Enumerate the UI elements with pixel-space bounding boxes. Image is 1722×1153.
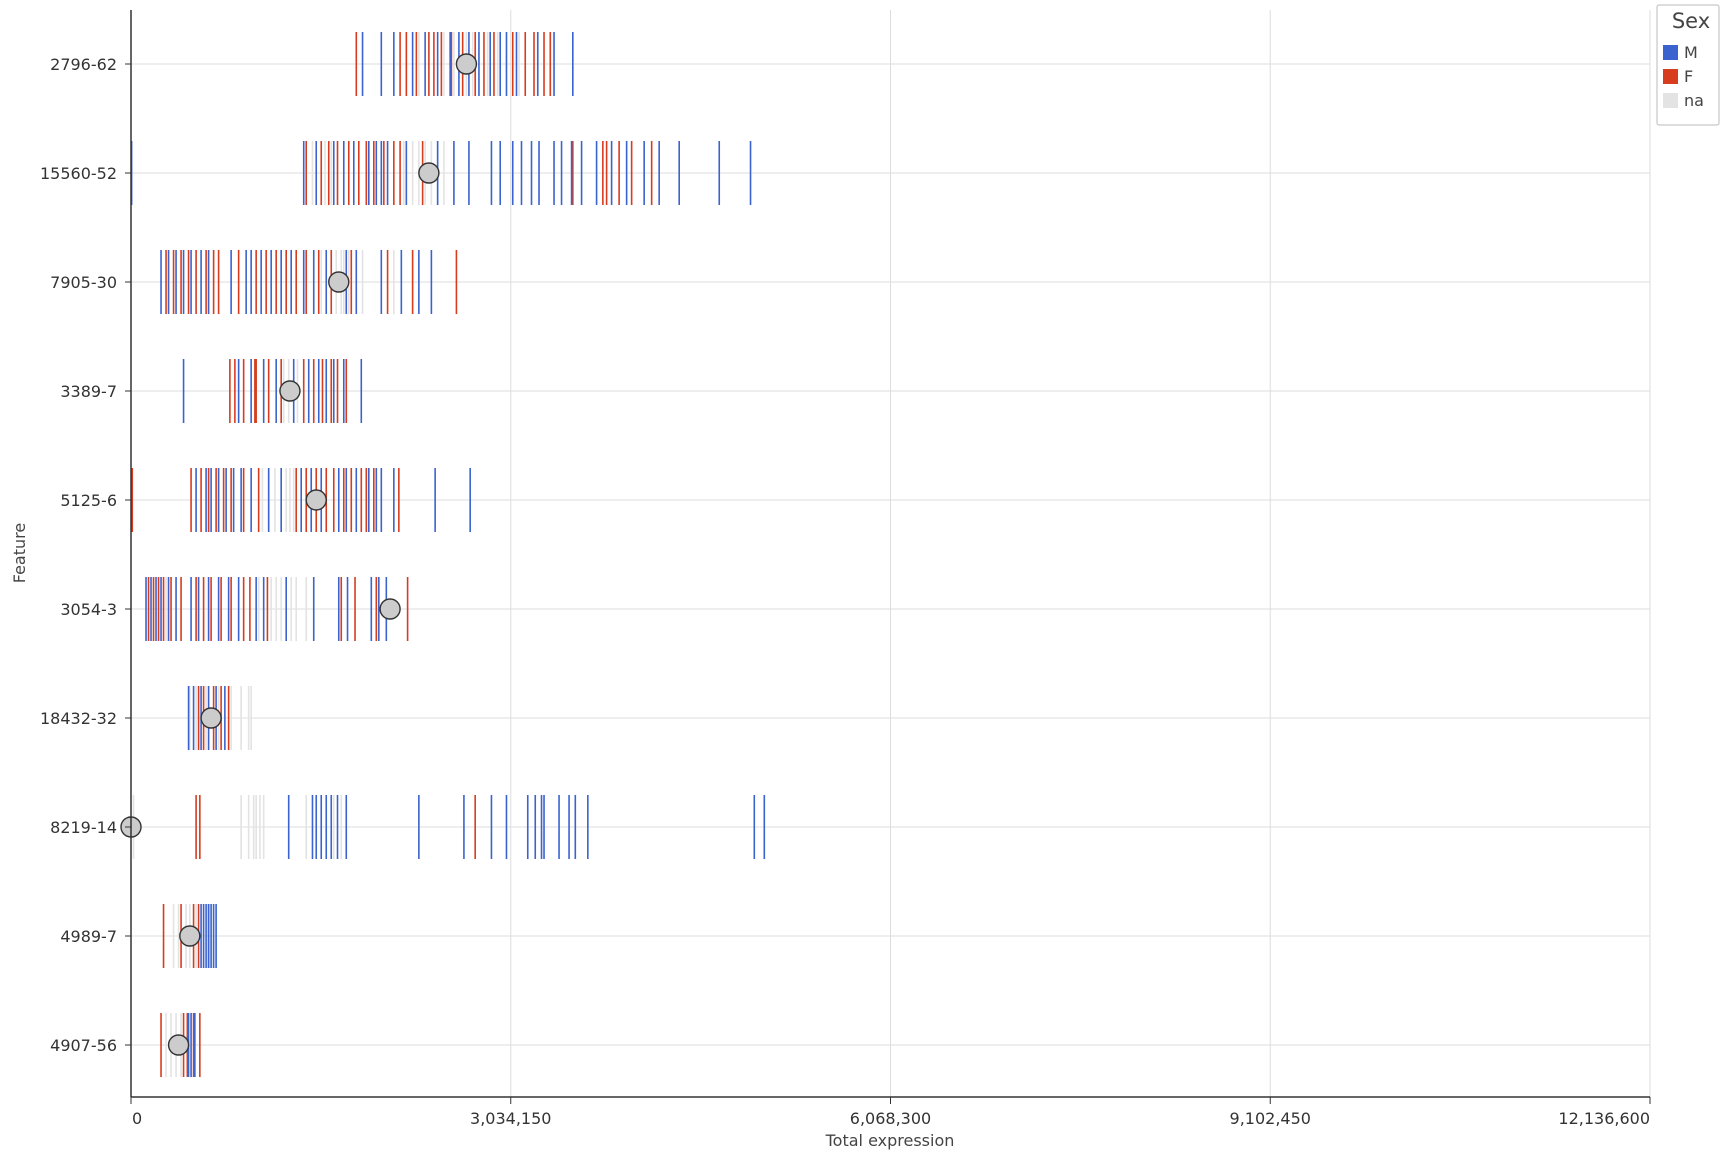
y-tick-label: 4989-7 <box>60 927 117 946</box>
feature-row-4907-56 <box>160 1013 201 1077</box>
mean-marker <box>167 1034 190 1056</box>
y-tick-label: 5125-6 <box>60 491 117 510</box>
mean-marker <box>455 53 478 75</box>
x-tick-label: 6,068,300 <box>850 1109 931 1128</box>
mean-marker <box>305 489 327 511</box>
x-axis-title: Total expression <box>825 1131 955 1150</box>
feature-row-3389-7 <box>182 359 363 423</box>
feature-row-18432-32 <box>187 686 252 750</box>
y-tick-label: 3054-3 <box>60 600 117 619</box>
feature-row-3054-3 <box>145 577 409 641</box>
feature-row-7905-30 <box>160 250 458 314</box>
feature-row-4989-7 <box>162 904 217 968</box>
legend-label-F: F <box>1684 67 1693 86</box>
mean-marker <box>200 707 222 729</box>
y-tick-label: 8219-14 <box>50 818 117 837</box>
y-tick-label: 15560-52 <box>40 164 117 183</box>
legend-swatch-M <box>1663 45 1678 60</box>
y-tick-label: 4907-56 <box>50 1036 117 1055</box>
mean-marker <box>379 598 401 620</box>
axes-layer: 2796-62 15560-52 7905-30 3389-7 5125-6 3054-3… <box>40 10 1651 1128</box>
mean-marker <box>418 162 440 184</box>
feature-row-8219-14 <box>120 795 766 859</box>
legend-swatch-F <box>1663 69 1678 84</box>
marks-layer <box>120 32 766 1077</box>
y-tick-label: 2796-62 <box>50 55 117 74</box>
legend-swatch-na <box>1663 93 1678 108</box>
mean-marker <box>328 271 350 293</box>
x-tick-label: 9,102,450 <box>1230 1109 1311 1128</box>
y-tick-label: 18432-32 <box>40 709 117 728</box>
x-tick-label: 12,136,600 <box>1558 1109 1650 1128</box>
y-axis-title: Feature <box>10 523 29 583</box>
mean-marker <box>179 925 201 947</box>
legend-label-na: na <box>1684 91 1704 110</box>
x-tick-label: 3,034,150 <box>470 1109 551 1128</box>
feature-row-2796-62 <box>355 32 574 96</box>
legend-title: Sex <box>1672 9 1710 33</box>
y-tick-label: 3389-7 <box>60 382 117 401</box>
feature-row-5125-6 <box>131 468 471 532</box>
legend-label-M: M <box>1684 43 1698 62</box>
x-tick-label: 0 <box>132 1109 142 1128</box>
mean-marker <box>279 380 301 402</box>
y-tick-label: 7905-30 <box>50 273 117 292</box>
